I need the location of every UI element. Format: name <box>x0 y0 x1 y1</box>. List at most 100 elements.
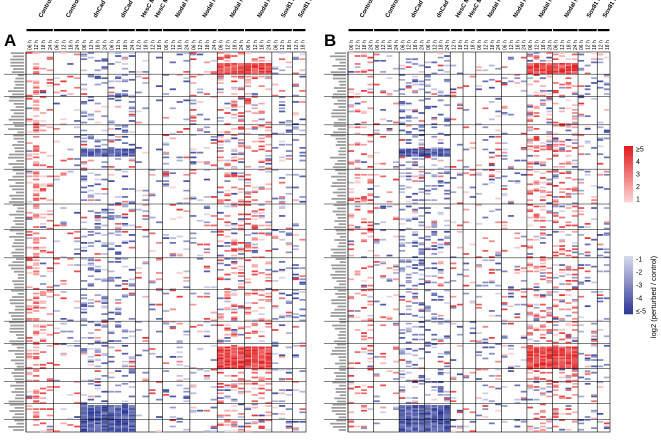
heatmap-cell <box>399 235 406 238</box>
heatmap-cell <box>156 242 163 244</box>
heatmap-cell <box>265 69 272 72</box>
heatmap-cell <box>80 257 88 260</box>
heatmap-cell <box>183 330 190 333</box>
heatmap-cell <box>244 128 252 130</box>
heatmap-cell <box>33 341 40 344</box>
gene-label <box>8 163 24 165</box>
heatmap-cell <box>361 319 367 322</box>
heatmap-cell <box>571 53 578 56</box>
heatmap-cell <box>565 397 572 399</box>
heatmap-cell <box>424 148 431 151</box>
heatmap-cell <box>135 267 142 270</box>
heatmap-cell <box>603 82 610 84</box>
time-label: 06 h <box>400 40 406 50</box>
heatmap-cell <box>87 172 94 175</box>
gene-label <box>331 175 346 178</box>
heatmap-cell <box>60 343 67 346</box>
heatmap-cell <box>87 417 94 420</box>
heatmap-cell <box>26 373 33 376</box>
heatmap-cell <box>53 262 60 265</box>
heatmap-cell <box>501 188 508 190</box>
heatmap-cell <box>437 409 444 412</box>
heatmap-cell <box>39 329 47 331</box>
heatmap-cell <box>217 143 224 146</box>
heatmap-cell <box>495 378 502 380</box>
heatmap-cell <box>559 166 565 168</box>
heatmap-cell <box>418 408 425 410</box>
heatmap-cell <box>437 142 444 144</box>
heatmap-cell <box>265 221 272 224</box>
heatmap-cell <box>94 121 101 124</box>
heatmap-cell <box>450 91 457 94</box>
heatmap-cell <box>571 362 578 365</box>
heatmap-cell <box>527 112 534 114</box>
heatmap-cell <box>101 341 108 344</box>
heatmap-cell <box>26 357 33 360</box>
heatmap-cell <box>571 162 578 165</box>
heatmap-cell <box>265 126 272 129</box>
heatmap-cell <box>527 183 534 186</box>
heatmap-cell <box>437 352 444 355</box>
heatmap-cell <box>361 306 367 309</box>
heatmap-cell <box>552 356 559 358</box>
heatmap-cell <box>456 425 463 428</box>
heatmap-cell <box>183 397 190 399</box>
heatmap-cell <box>444 150 450 152</box>
heatmap-cell <box>571 192 578 195</box>
heatmap-cell <box>463 284 470 287</box>
heatmap-cell <box>571 123 578 125</box>
heatmap-cell <box>571 420 578 423</box>
heatmap-cell <box>476 303 482 306</box>
gene-label <box>333 121 346 124</box>
heatmap-cell <box>299 196 306 198</box>
heatmap-cell <box>46 408 54 410</box>
heatmap-cell <box>26 94 33 97</box>
heatmap-cell <box>361 406 367 409</box>
heatmap-cell <box>94 416 101 418</box>
heatmap-cell <box>244 82 252 84</box>
heatmap-cell <box>412 135 418 138</box>
heatmap-cell <box>183 248 190 251</box>
heatmap-cell <box>546 360 553 363</box>
heatmap-cell <box>128 94 135 97</box>
heatmap-cell <box>272 305 279 308</box>
heatmap-cell <box>559 240 565 243</box>
heatmap-cell <box>597 413 604 415</box>
heatmap-cell <box>399 313 406 315</box>
heatmap-cell <box>121 131 129 133</box>
heatmap-cell <box>108 311 115 314</box>
heatmap-cell <box>128 371 135 374</box>
heatmap-cell <box>597 58 604 61</box>
heatmap-cell <box>39 189 47 192</box>
heatmap-cell <box>444 427 450 429</box>
heatmap-cell <box>128 202 135 205</box>
gene-label <box>335 169 346 172</box>
heatmap-cell <box>361 389 367 391</box>
heatmap-cell <box>361 338 367 341</box>
heatmap-cell <box>224 139 231 141</box>
heatmap-cell <box>210 142 217 144</box>
gene-label <box>14 406 24 409</box>
heatmap-cell <box>46 56 54 59</box>
heatmap-cell <box>265 378 272 380</box>
heatmap-cell <box>231 409 238 412</box>
heatmap-cell <box>108 270 115 273</box>
heatmap-cell <box>67 63 74 65</box>
time-label: 12 h <box>137 40 143 50</box>
heatmap-cell <box>546 56 553 59</box>
heatmap-cell <box>101 413 108 415</box>
heatmap-cell <box>552 90 559 92</box>
heatmap-cell <box>231 249 238 252</box>
heatmap-cell <box>456 173 463 176</box>
heatmap-cell <box>354 93 361 95</box>
heatmap-cell <box>463 268 470 271</box>
heatmap-cell <box>361 53 367 56</box>
heatmap-cell <box>33 267 40 270</box>
heatmap-cell <box>418 83 425 86</box>
heatmap-cell <box>559 428 565 431</box>
heatmap-cell <box>405 406 412 409</box>
heatmap-cell <box>238 224 245 227</box>
heatmap-cell <box>33 213 40 216</box>
heatmap-cell <box>80 58 88 61</box>
heatmap-cell <box>149 308 156 311</box>
